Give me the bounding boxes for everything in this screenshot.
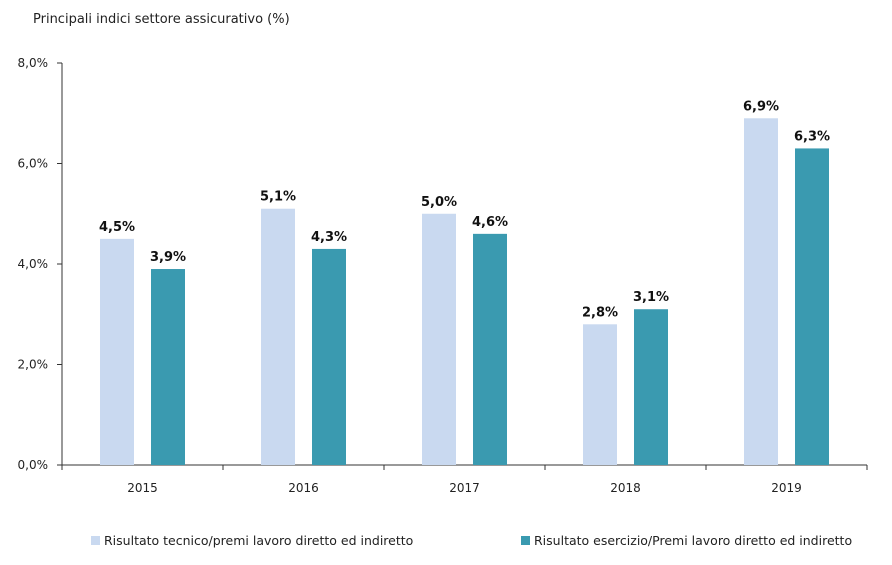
x-tick-label: 2019 (771, 481, 802, 495)
data-label-tecnico-2015: 4,5% (99, 220, 135, 235)
data-label-esercizio-2019: 6,3% (794, 129, 830, 144)
legend-item-series-2: Risultato esercizio/Premi lavoro diretto… (521, 533, 852, 548)
legend-swatch-series-2 (521, 536, 530, 545)
bar-tecnico-2016 (261, 208, 295, 465)
bar-tecnico-2017 (422, 213, 456, 465)
bar-esercizio-2015 (151, 269, 185, 465)
bar-tecnico-2018 (583, 324, 617, 465)
legend-item-series-1: Risultato tecnico/premi lavoro diretto e… (91, 533, 413, 548)
bar-esercizio-2016 (312, 248, 346, 465)
bar-tecnico-2015 (100, 238, 134, 465)
bar-esercizio-2017 (473, 233, 507, 465)
chart-title: Principali indici settore assicurativo (… (33, 12, 290, 27)
bar-chart: 0,0% 2,0% 4,0% 6,0% 8,0% 4,5% 3,9% 2015 5,1% 4,3%… (18, 56, 868, 495)
data-label-esercizio-2015: 3,9% (150, 250, 186, 265)
y-tick-label: 2,0% (18, 358, 49, 372)
bar-esercizio-2019 (795, 148, 829, 466)
x-tick-label: 2018 (610, 481, 641, 495)
x-tick-label: 2015 (127, 481, 158, 495)
data-label-tecnico-2017: 5,0% (421, 195, 457, 210)
bar-esercizio-2018 (634, 309, 668, 465)
y-tick-label: 0,0% (18, 458, 49, 472)
x-tick-label: 2016 (288, 481, 319, 495)
legend-label-series-2: Risultato esercizio/Premi lavoro diretto… (534, 533, 853, 548)
data-label-tecnico-2019: 6,9% (743, 99, 779, 114)
legend-label-series-1: Risultato tecnico/premi lavoro diretto e… (104, 533, 414, 548)
data-label-esercizio-2017: 4,6% (472, 215, 508, 230)
data-label-tecnico-2018: 2,8% (582, 305, 618, 320)
chart-legend: Risultato tecnico/premi lavoro diretto e… (0, 533, 892, 557)
y-tick-label: 4,0% (18, 257, 49, 271)
y-tick-label: 6,0% (18, 157, 49, 171)
x-tick-label: 2017 (449, 481, 480, 495)
data-label-tecnico-2016: 5,1% (260, 190, 296, 205)
bar-tecnico-2019 (744, 118, 778, 466)
legend-swatch-series-1 (91, 536, 100, 545)
data-label-esercizio-2018: 3,1% (633, 290, 669, 305)
data-label-esercizio-2016: 4,3% (311, 230, 347, 245)
y-tick-label: 8,0% (18, 56, 49, 70)
